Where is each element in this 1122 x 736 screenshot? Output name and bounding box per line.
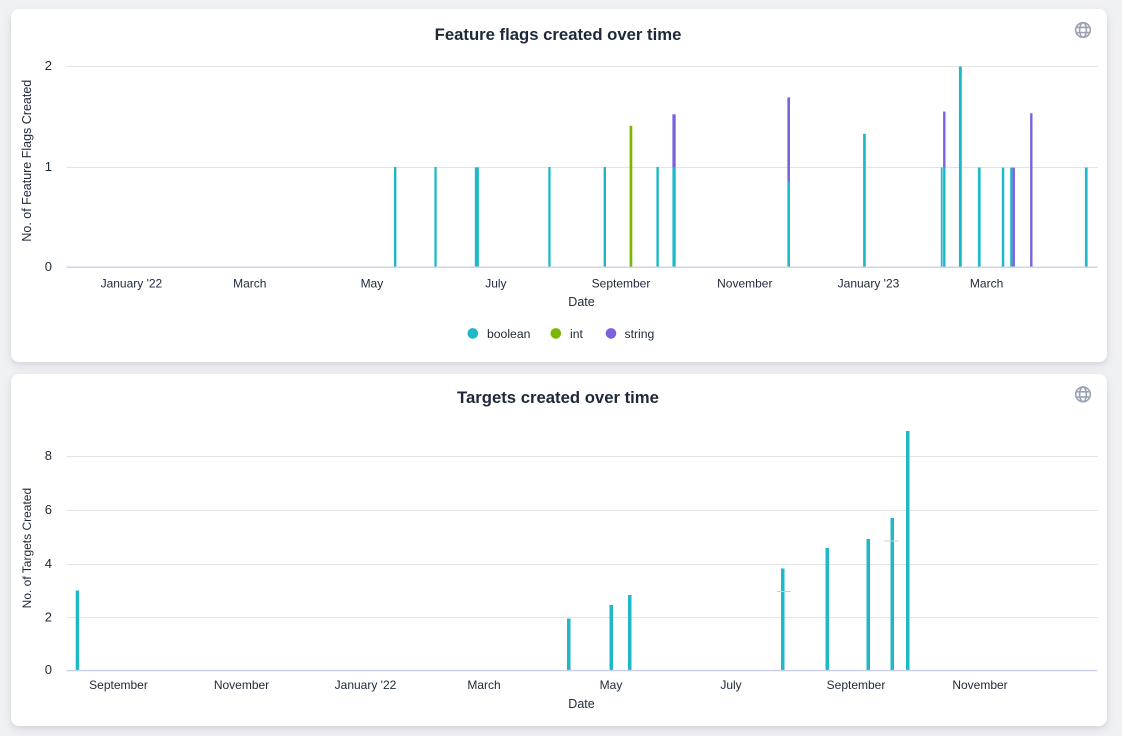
svg-text:Date: Date bbox=[568, 697, 594, 711]
svg-text:May: May bbox=[361, 276, 384, 290]
svg-text:September: September bbox=[89, 678, 148, 692]
svg-text:July: July bbox=[485, 276, 506, 290]
svg-text:November: November bbox=[717, 276, 772, 290]
svg-text:January '22: January '22 bbox=[101, 276, 163, 290]
svg-text:May: May bbox=[600, 678, 623, 692]
svg-text:No. of Feature Flags Created: No. of Feature Flags Created bbox=[20, 80, 34, 242]
svg-text:boolean: boolean bbox=[487, 327, 530, 341]
svg-text:January '22: January '22 bbox=[335, 678, 397, 692]
svg-text:int: int bbox=[570, 327, 583, 341]
svg-text:4: 4 bbox=[45, 556, 52, 571]
svg-text:string: string bbox=[625, 327, 655, 341]
svg-text:Feature flags created over tim: Feature flags created over time bbox=[435, 25, 682, 44]
svg-text:0: 0 bbox=[45, 662, 52, 677]
svg-text:July: July bbox=[720, 678, 741, 692]
svg-text:Targets created over time: Targets created over time bbox=[457, 388, 659, 407]
svg-text:March: March bbox=[467, 678, 500, 692]
svg-text:2: 2 bbox=[45, 610, 52, 625]
svg-text:November: November bbox=[952, 678, 1007, 692]
svg-text:0: 0 bbox=[45, 259, 52, 274]
svg-text:March: March bbox=[233, 276, 266, 290]
svg-text:8: 8 bbox=[45, 448, 52, 463]
svg-text:Date: Date bbox=[568, 295, 594, 309]
svg-text:September: September bbox=[592, 276, 651, 290]
svg-text:6: 6 bbox=[45, 502, 52, 517]
svg-text:January '23: January '23 bbox=[838, 276, 900, 290]
svg-text:November: November bbox=[214, 678, 269, 692]
svg-text:March: March bbox=[970, 276, 1003, 290]
svg-text:2: 2 bbox=[45, 58, 52, 73]
svg-text:1: 1 bbox=[45, 159, 52, 174]
svg-text:No. of Targets Created: No. of Targets Created bbox=[20, 488, 34, 609]
svg-text:September: September bbox=[827, 678, 886, 692]
